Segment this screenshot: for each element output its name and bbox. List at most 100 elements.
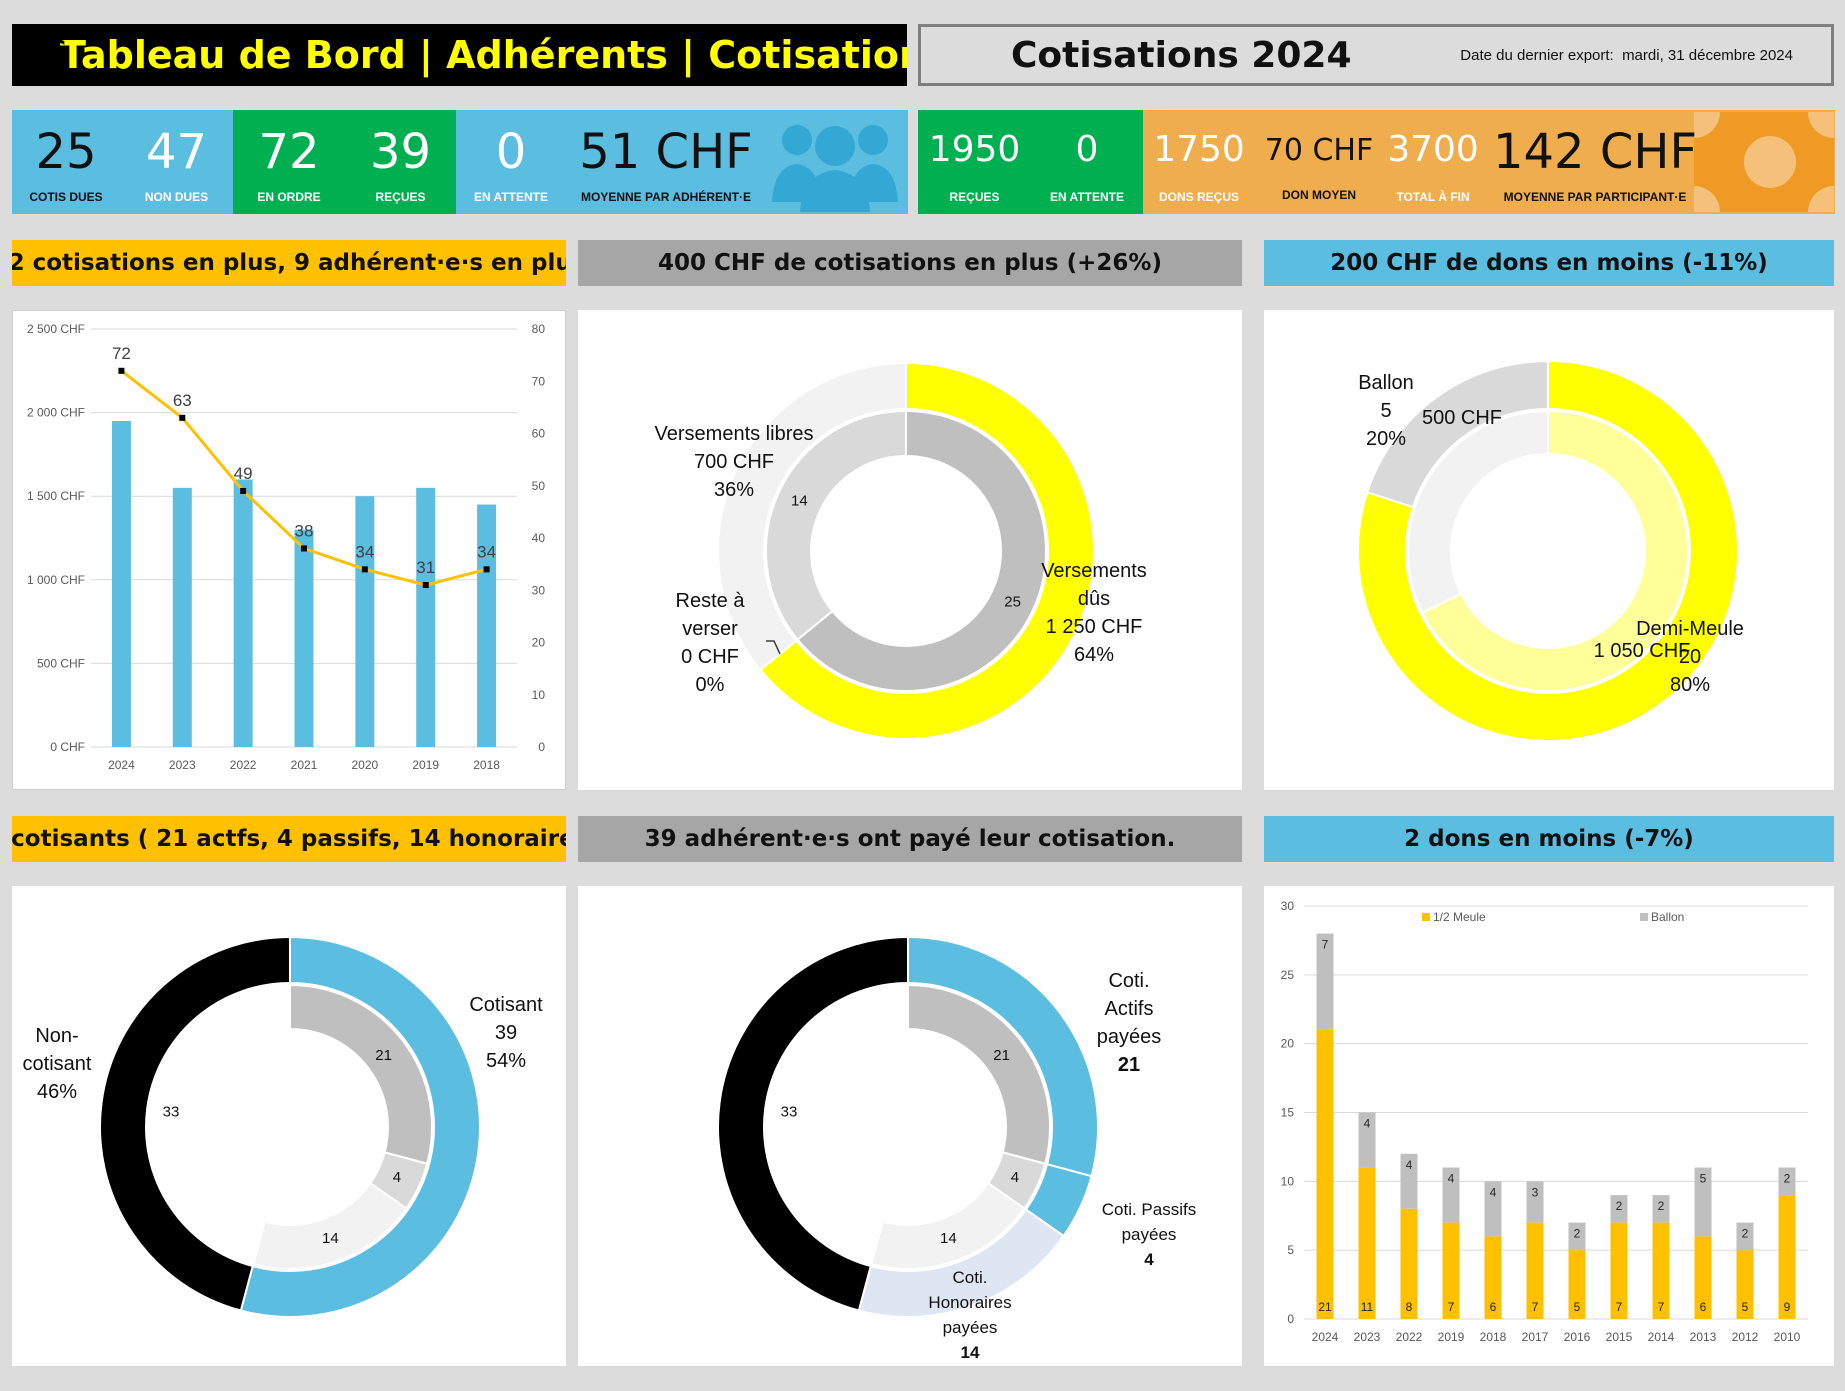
x-tick-label: 2018 (1480, 1330, 1507, 1344)
kpi-en-ordre: 72 EN ORDRE (257, 124, 321, 204)
bar-label-ballon: 4 (1448, 1172, 1455, 1186)
bar-cotisations (355, 496, 375, 747)
kpi-status-background (233, 110, 456, 214)
x-tick-label: 2010 (1774, 1330, 1801, 1344)
section-payes: 39 adhérent·e·s ont payé leur cotisation… (578, 816, 1242, 862)
bar-label-meule: 7 (1616, 1300, 1623, 1314)
inner-data-label: 14 (791, 492, 808, 509)
kpi-total-fin: 3700 TOTAL À FIN (1387, 129, 1479, 205)
outer-label-passifs: Coti. Passifs (1102, 1200, 1196, 1219)
bar-label-meule: 6 (1700, 1300, 1707, 1314)
outer-label-actifs: Actifs (1105, 998, 1154, 1020)
section-cotisations: 400 CHF de cotisations en plus (+26%) (578, 240, 1242, 286)
chart-panel-cotisants: 21 4 14 33 Cotisant 39 54% Non-cotisant 46% (12, 886, 566, 1366)
outer-ring-segment (1366, 359, 1549, 509)
bar-meule (1526, 1222, 1544, 1319)
x-tick-label: 2017 (1522, 1330, 1549, 1344)
y2-tick-label: 70 (532, 374, 546, 388)
bar-label-ballon: 4 (1406, 1158, 1413, 1172)
bar-label-meule: 5 (1742, 1300, 1749, 1314)
outer-label-honoraires: payées (943, 1318, 998, 1337)
inner-label-demi-meule: 1 050 CHF (1594, 640, 1691, 662)
outer-label-ballon: Ballon (1358, 372, 1414, 394)
y2-tick-label: 50 (532, 479, 546, 493)
kpi-payments-en-attente: 0 EN ATTENTE (1050, 129, 1124, 205)
inner-label-ballon: 500 CHF (1422, 407, 1502, 429)
bar-ballon (1778, 1167, 1796, 1196)
outer-label-non-cotisant: cotisant (23, 1053, 92, 1075)
outer-label-honoraires: 14 (961, 1343, 980, 1362)
line-data-label: 72 (112, 344, 131, 363)
kpi-moyenne-adherent: 51 CHF MOYENNE PAR ADHÉRENT·E (579, 124, 753, 204)
kpi-non-dues: 47 NON DUES (144, 124, 209, 204)
leader-line (766, 640, 781, 655)
outer-label-reste: Reste à (676, 590, 746, 612)
y-tick-label: 1 000 CHF (27, 573, 85, 587)
bar-label-ballon: 5 (1700, 1172, 1707, 1186)
y2-tick-label: 40 (532, 531, 546, 545)
legend-label-ballon: Ballon (1651, 910, 1684, 924)
x-tick-label: 2018 (473, 758, 500, 772)
x-tick-label: 2016 (1564, 1330, 1591, 1344)
y2-tick-label: 0 (538, 740, 545, 754)
section-adherents: 12 cotisations en plus, 9 adhérent·e·s e… (12, 240, 566, 286)
chart-panel-dons-par-annee: 0 5 10 15 20 25 30 1/2 Meule Ballon 21 7 2024 11 4 202… (1264, 886, 1834, 1366)
bar-meule (1442, 1222, 1460, 1319)
outer-label-ballon: 20% (1366, 428, 1406, 450)
bar-cotisations (172, 487, 192, 747)
outer-label-demi-meule: 80% (1670, 674, 1710, 696)
outer-label-cotisant: 54% (486, 1050, 526, 1072)
bar-label-meule: 8 (1406, 1300, 1413, 1314)
bar-meule (1568, 1250, 1586, 1319)
bar-meule (1316, 1029, 1334, 1319)
inner-ring-segment (1420, 409, 1689, 692)
x-tick-label: 2024 (1312, 1330, 1339, 1344)
x-tick-label: 2014 (1648, 1330, 1675, 1344)
outer-label-honoraires: Coti. (953, 1268, 988, 1287)
bar-ballon (1316, 933, 1334, 1030)
bar-ballon (1610, 1195, 1628, 1223)
x-tick-label: 2019 (412, 758, 439, 772)
outer-ring-segment (717, 935, 909, 1312)
y2-tick-label: 80 (532, 322, 546, 336)
bar-label-ballon: 2 (1574, 1227, 1581, 1241)
dashboard-title-bar: Tableau de Bord | Adhérents | Cotisation… (12, 24, 907, 86)
section-cotisants: 39 cotisants ( 21 actfs, 4 passifs, 14 h… (12, 816, 566, 862)
bar-cotisations (294, 529, 314, 747)
outer-label-versements-dus: dûs (1078, 588, 1110, 610)
kpi-en-attente: 0 EN ATTENTE (474, 124, 548, 204)
banknote-icon (1694, 112, 1834, 212)
outer-ring-segment (239, 935, 481, 1318)
bar-ballon (1736, 1222, 1754, 1251)
kpi-payments-recues: 1950 REÇUES (928, 129, 1021, 205)
outer-label-non-cotisant: 46% (37, 1081, 77, 1103)
outer-label-demi-meule: 20 (1679, 646, 1701, 668)
x-tick-label: 2019 (1438, 1330, 1465, 1344)
bar-cotisations (477, 504, 497, 747)
legend-swatch-meule (1422, 913, 1430, 921)
bar-meule (1358, 1167, 1376, 1319)
bar-label-ballon: 4 (1490, 1185, 1497, 1199)
outer-ring-segment (758, 361, 1095, 740)
y-tick-label: 2 000 CHF (27, 406, 85, 420)
line-marker (240, 487, 247, 494)
outer-ring-segment (1357, 359, 1739, 742)
chart-panel-versements: 25 14 Versements dûs 1 250 CHF 64% Versements … (578, 310, 1242, 790)
kpi-moyenne-participant: 142 CHF MOYENNE PAR PARTICIPANT·E (1492, 124, 1698, 204)
outer-label-actifs: 21 (1118, 1054, 1140, 1076)
bar-ballon (1652, 1195, 1670, 1223)
bar-ballon (1358, 1112, 1376, 1168)
outer-label-passifs: payées (1122, 1225, 1177, 1244)
x-tick-label: 2022 (1396, 1330, 1423, 1344)
kpi-members-background (12, 110, 908, 214)
inner-ring-segment (1407, 409, 1549, 614)
bar-cotisations (416, 487, 436, 747)
x-tick-label: 2020 (352, 758, 379, 772)
outer-label-actifs: Coti. (1108, 970, 1149, 992)
outer-label-cotisant: 39 (495, 1022, 517, 1044)
x-tick-label: 2023 (1354, 1330, 1381, 1344)
inner-ring-segment (765, 983, 909, 1266)
bar-label-ballon: 2 (1616, 1199, 1623, 1213)
bar-ballon (1568, 1222, 1586, 1251)
outer-label-versements-dus: 64% (1074, 644, 1114, 666)
